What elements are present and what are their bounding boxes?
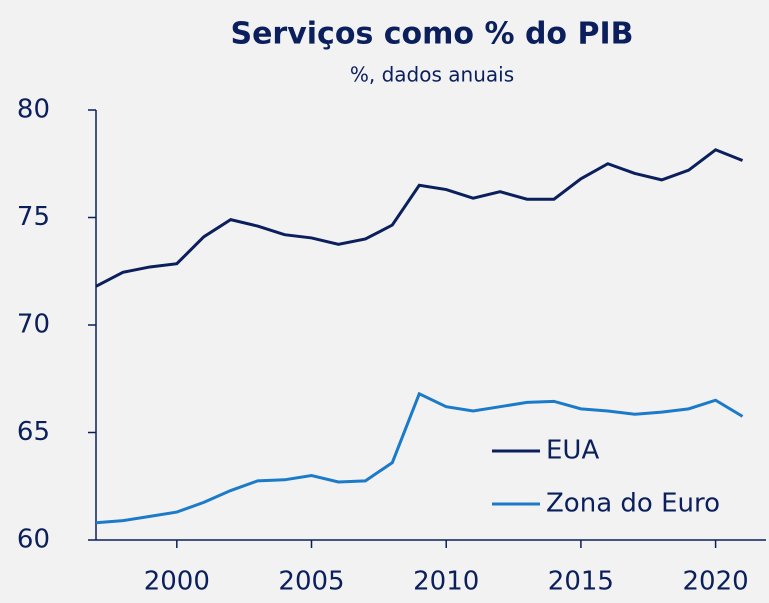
y-tick-label: 75 [17,202,50,232]
y-tick-label: 65 [17,417,50,447]
line [95,391,744,525]
chart-title: Serviços como % do PIB [230,17,633,52]
y-tick-label: 70 [17,310,50,340]
x-tick-label: 2020 [683,567,749,597]
y-tick-label: 60 [17,525,50,555]
legend-label: EUA [546,436,599,466]
y-tick-label: 80 [17,95,50,125]
x-tick-label: 2010 [413,567,479,597]
x-tick-label: 2015 [548,567,614,597]
x-tick-label: 2005 [278,567,344,597]
x-tick-label: 2000 [144,567,210,597]
chart-subtitle: %, dados anuais [350,63,514,87]
legend-label: Zona do Euro [546,489,720,519]
line [95,148,744,288]
